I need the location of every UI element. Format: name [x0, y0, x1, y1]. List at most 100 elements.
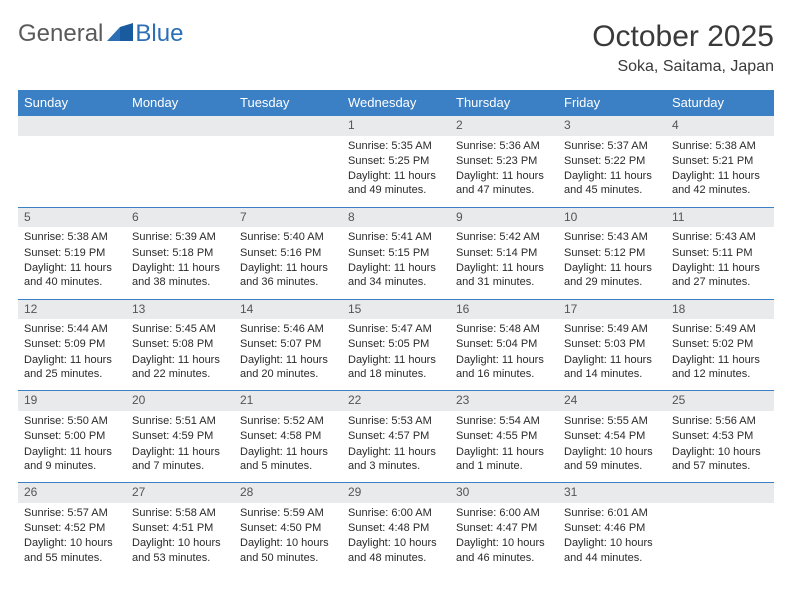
day-number: 29 [342, 483, 450, 503]
daylight-text: Daylight: 11 hours and 49 minutes. [348, 169, 444, 198]
day-number: 12 [18, 300, 126, 320]
day-number: 17 [558, 300, 666, 320]
day-content: Sunrise: 5:58 AMSunset: 4:51 PMDaylight:… [126, 503, 234, 574]
logo-text-general: General [18, 20, 103, 48]
sunset-text: Sunset: 4:53 PM [672, 429, 768, 443]
sunrise-text: Sunrise: 5:38 AM [672, 139, 768, 153]
daylight-text: Daylight: 11 hours and 1 minute. [456, 445, 552, 474]
calendar-page: General Blue October 2025 Soka, Saitama,… [0, 0, 792, 584]
daylight-text: Daylight: 10 hours and 55 minutes. [24, 536, 120, 565]
sunset-text: Sunset: 5:07 PM [240, 337, 336, 351]
day-cell: 18Sunrise: 5:49 AMSunset: 5:02 PMDayligh… [666, 299, 774, 391]
sunrise-text: Sunrise: 5:37 AM [564, 139, 660, 153]
daylight-text: Daylight: 10 hours and 50 minutes. [240, 536, 336, 565]
sunrise-text: Sunrise: 6:01 AM [564, 506, 660, 520]
daylight-text: Daylight: 11 hours and 34 minutes. [348, 261, 444, 290]
day-cell: 13Sunrise: 5:45 AMSunset: 5:08 PMDayligh… [126, 299, 234, 391]
day-content: Sunrise: 5:51 AMSunset: 4:59 PMDaylight:… [126, 411, 234, 482]
day-content: Sunrise: 5:59 AMSunset: 4:50 PMDaylight:… [234, 503, 342, 574]
day-cell: 31Sunrise: 6:01 AMSunset: 4:46 PMDayligh… [558, 483, 666, 574]
day-number: 7 [234, 208, 342, 228]
day-content: Sunrise: 5:41 AMSunset: 5:15 PMDaylight:… [342, 227, 450, 298]
sunset-text: Sunset: 4:50 PM [240, 521, 336, 535]
day-content: Sunrise: 5:36 AMSunset: 5:23 PMDaylight:… [450, 136, 558, 207]
sunrise-text: Sunrise: 5:38 AM [24, 230, 120, 244]
daylight-text: Daylight: 11 hours and 18 minutes. [348, 353, 444, 382]
day-number: 1 [342, 116, 450, 136]
daylight-text: Daylight: 10 hours and 44 minutes. [564, 536, 660, 565]
header-thursday: Thursday [450, 90, 558, 116]
daylight-text: Daylight: 11 hours and 27 minutes. [672, 261, 768, 290]
day-content: Sunrise: 5:56 AMSunset: 4:53 PMDaylight:… [666, 411, 774, 482]
daylight-text: Daylight: 11 hours and 25 minutes. [24, 353, 120, 382]
sunset-text: Sunset: 4:51 PM [132, 521, 228, 535]
daylight-text: Daylight: 11 hours and 16 minutes. [456, 353, 552, 382]
daylight-text: Daylight: 11 hours and 40 minutes. [24, 261, 120, 290]
day-cell: 16Sunrise: 5:48 AMSunset: 5:04 PMDayligh… [450, 299, 558, 391]
day-cell: 14Sunrise: 5:46 AMSunset: 5:07 PMDayligh… [234, 299, 342, 391]
day-content: Sunrise: 5:48 AMSunset: 5:04 PMDaylight:… [450, 319, 558, 390]
sunrise-text: Sunrise: 5:59 AM [240, 506, 336, 520]
day-number: 23 [450, 391, 558, 411]
day-cell: 12Sunrise: 5:44 AMSunset: 5:09 PMDayligh… [18, 299, 126, 391]
header: General Blue October 2025 Soka, Saitama,… [18, 20, 774, 76]
day-cell: 10Sunrise: 5:43 AMSunset: 5:12 PMDayligh… [558, 207, 666, 299]
sunset-text: Sunset: 5:12 PM [564, 246, 660, 260]
day-number: 26 [18, 483, 126, 503]
day-cell: 3Sunrise: 5:37 AMSunset: 5:22 PMDaylight… [558, 116, 666, 208]
day-cell: 28Sunrise: 5:59 AMSunset: 4:50 PMDayligh… [234, 483, 342, 574]
day-cell: 17Sunrise: 5:49 AMSunset: 5:03 PMDayligh… [558, 299, 666, 391]
day-cell: 8Sunrise: 5:41 AMSunset: 5:15 PMDaylight… [342, 207, 450, 299]
day-cell: 24Sunrise: 5:55 AMSunset: 4:54 PMDayligh… [558, 391, 666, 483]
location: Soka, Saitama, Japan [592, 58, 774, 76]
sunset-text: Sunset: 4:59 PM [132, 429, 228, 443]
daylight-text: Daylight: 10 hours and 59 minutes. [564, 445, 660, 474]
day-number [234, 116, 342, 136]
day-cell [234, 116, 342, 208]
daylight-text: Daylight: 11 hours and 45 minutes. [564, 169, 660, 198]
day-number: 31 [558, 483, 666, 503]
day-number: 25 [666, 391, 774, 411]
sunset-text: Sunset: 4:47 PM [456, 521, 552, 535]
daylight-text: Daylight: 11 hours and 12 minutes. [672, 353, 768, 382]
sunset-text: Sunset: 5:08 PM [132, 337, 228, 351]
day-cell [126, 116, 234, 208]
day-cell [18, 116, 126, 208]
day-content: Sunrise: 5:46 AMSunset: 5:07 PMDaylight:… [234, 319, 342, 390]
sunrise-text: Sunrise: 5:52 AM [240, 414, 336, 428]
day-cell: 9Sunrise: 5:42 AMSunset: 5:14 PMDaylight… [450, 207, 558, 299]
sunset-text: Sunset: 5:00 PM [24, 429, 120, 443]
day-cell [666, 483, 774, 574]
sunrise-text: Sunrise: 5:58 AM [132, 506, 228, 520]
sunset-text: Sunset: 5:25 PM [348, 154, 444, 168]
day-cell: 5Sunrise: 5:38 AMSunset: 5:19 PMDaylight… [18, 207, 126, 299]
sunset-text: Sunset: 4:58 PM [240, 429, 336, 443]
day-content: Sunrise: 5:50 AMSunset: 5:00 PMDaylight:… [18, 411, 126, 482]
day-number: 18 [666, 300, 774, 320]
sunrise-text: Sunrise: 5:49 AM [564, 322, 660, 336]
day-content: Sunrise: 5:43 AMSunset: 5:12 PMDaylight:… [558, 227, 666, 298]
logo-icon [105, 20, 133, 48]
sunset-text: Sunset: 4:48 PM [348, 521, 444, 535]
day-cell: 4Sunrise: 5:38 AMSunset: 5:21 PMDaylight… [666, 116, 774, 208]
daylight-text: Daylight: 11 hours and 14 minutes. [564, 353, 660, 382]
day-cell: 2Sunrise: 5:36 AMSunset: 5:23 PMDaylight… [450, 116, 558, 208]
day-number: 8 [342, 208, 450, 228]
sunrise-text: Sunrise: 5:35 AM [348, 139, 444, 153]
sunset-text: Sunset: 4:55 PM [456, 429, 552, 443]
daylight-text: Daylight: 11 hours and 29 minutes. [564, 261, 660, 290]
day-content: Sunrise: 5:47 AMSunset: 5:05 PMDaylight:… [342, 319, 450, 390]
sunset-text: Sunset: 5:22 PM [564, 154, 660, 168]
sunset-text: Sunset: 5:14 PM [456, 246, 552, 260]
day-cell: 19Sunrise: 5:50 AMSunset: 5:00 PMDayligh… [18, 391, 126, 483]
sunrise-text: Sunrise: 5:46 AM [240, 322, 336, 336]
week-row: 1Sunrise: 5:35 AMSunset: 5:25 PMDaylight… [18, 116, 774, 208]
day-number: 11 [666, 208, 774, 228]
sunrise-text: Sunrise: 5:44 AM [24, 322, 120, 336]
sunrise-text: Sunrise: 5:54 AM [456, 414, 552, 428]
sunrise-text: Sunrise: 5:53 AM [348, 414, 444, 428]
day-content: Sunrise: 5:53 AMSunset: 4:57 PMDaylight:… [342, 411, 450, 482]
day-content: Sunrise: 6:00 AMSunset: 4:47 PMDaylight:… [450, 503, 558, 574]
week-row: 5Sunrise: 5:38 AMSunset: 5:19 PMDaylight… [18, 207, 774, 299]
day-content: Sunrise: 5:38 AMSunset: 5:21 PMDaylight:… [666, 136, 774, 207]
